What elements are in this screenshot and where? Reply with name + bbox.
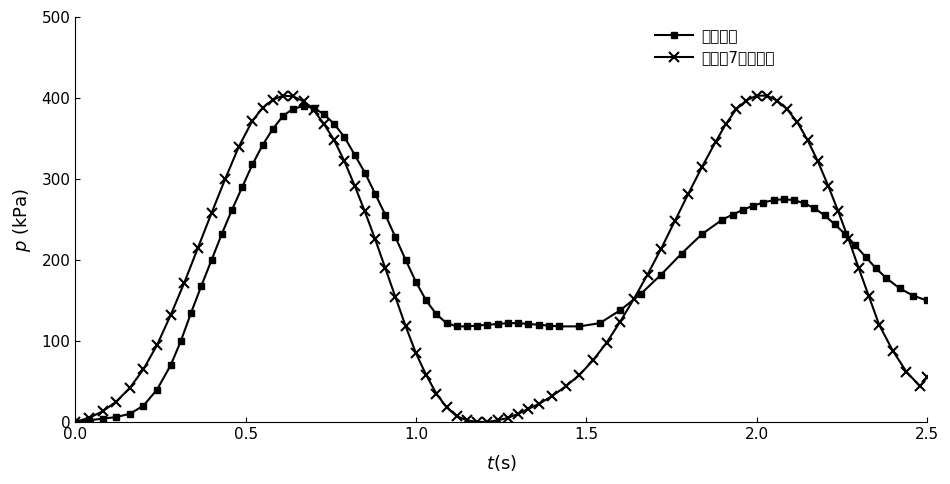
公式（7）计算値 xyxy=(843,236,854,242)
公式（7）计算値 xyxy=(791,120,803,125)
Line: 公式（7）计算値: 公式（7）计算値 xyxy=(70,91,932,427)
实测数据 xyxy=(349,152,360,158)
公式（7）计算値 xyxy=(69,419,81,425)
实测数据 xyxy=(256,142,268,148)
公式（7）计算値 xyxy=(277,93,289,99)
实测数据 xyxy=(819,212,830,218)
实测数据 xyxy=(849,242,861,248)
公式（7）计算値 xyxy=(761,93,772,99)
实测数据 xyxy=(69,419,81,425)
公式（7）计算値 xyxy=(922,375,933,380)
Line: 实测数据: 实测数据 xyxy=(72,103,930,425)
实测数据 xyxy=(922,298,933,303)
实测数据 xyxy=(799,200,810,206)
X-axis label: $\mathit{t}$(s): $\mathit{t}$(s) xyxy=(485,453,517,473)
实测数据 xyxy=(297,103,309,109)
公式（7）计算値 xyxy=(771,98,783,104)
公式（7）计算値 xyxy=(151,342,162,348)
公式（7）计算値 xyxy=(741,98,752,104)
Y-axis label: $\mathit{p}$ (kPa): $\mathit{p}$ (kPa) xyxy=(11,187,33,252)
Legend: 实测数据, 公式（7）计算値: 实测数据, 公式（7）计算値 xyxy=(656,29,774,65)
实测数据 xyxy=(471,323,483,329)
